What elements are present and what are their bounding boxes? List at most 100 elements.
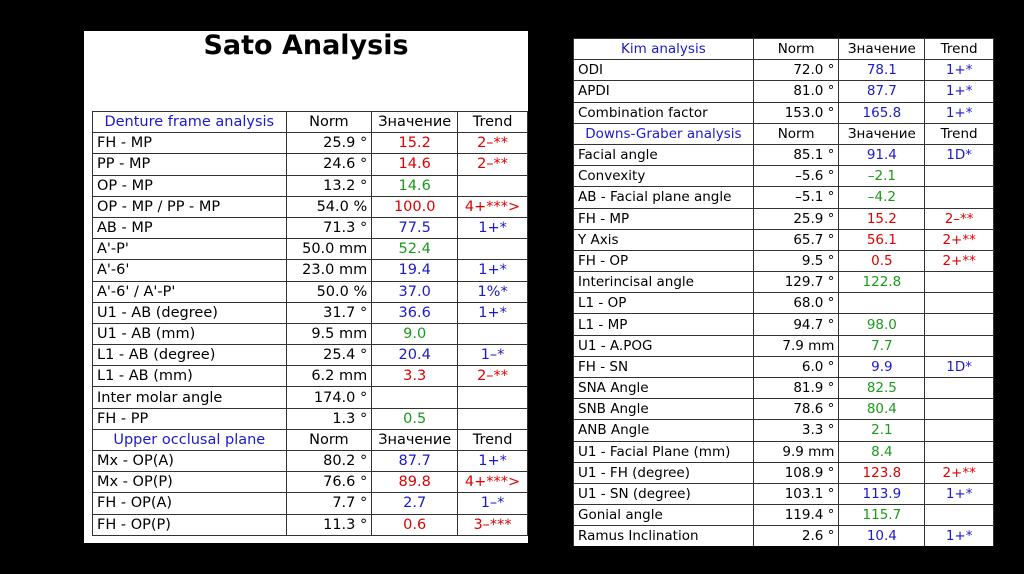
norm-value: 24.6 ° xyxy=(285,153,373,176)
measured-value: 56.1 xyxy=(838,228,926,251)
trend-header: Trend xyxy=(924,38,994,61)
norm-header: Norm xyxy=(285,428,373,452)
trend-value xyxy=(924,292,994,315)
norm-value: 23.0 mm xyxy=(285,259,373,282)
table-row: Y Axis 65.7 ° 56.1 2+** xyxy=(573,228,994,251)
trend-value: 4+***> xyxy=(457,471,528,494)
measured-value: 165.8 xyxy=(838,101,926,124)
norm-value: –5.1 ° xyxy=(752,186,840,209)
parameter-name: U1 - A.POG xyxy=(573,334,754,357)
parameter-name: L1 - AB (mm) xyxy=(92,365,287,388)
measured-value: 80.4 xyxy=(838,398,926,421)
measured-value: 115.7 xyxy=(838,504,926,527)
table-row: U1 - SN (degree) 103.1 ° 113.9 1+* xyxy=(573,482,994,506)
trend-value: 1%* xyxy=(457,280,528,303)
measured-value: 78.1 xyxy=(838,59,926,82)
norm-value: 174.0 ° xyxy=(285,386,373,409)
norm-value: 3.3 ° xyxy=(752,419,840,442)
measured-value: 19.4 xyxy=(371,259,459,282)
measured-value: 9.0 xyxy=(371,322,459,346)
norm-value: 72.0 ° xyxy=(752,59,840,82)
table-row: FH - OP(A) 7.7 ° 2.7 1–* xyxy=(92,492,528,515)
norm-value: 78.6 ° xyxy=(752,398,840,421)
parameter-name: FH - MP xyxy=(92,132,287,155)
table-row: FH - OP 9.5 ° 0.5 2+** xyxy=(573,249,994,273)
measured-value: 91.4 xyxy=(838,143,926,167)
value-header: Значение xyxy=(838,38,926,61)
table-row: U1 - Facial Plane (mm) 9.9 mm 8.4 xyxy=(573,440,994,463)
parameter-name: FH - OP(A) xyxy=(92,492,287,515)
trend-value xyxy=(457,407,528,430)
trend-value: 1+* xyxy=(924,59,994,82)
parameter-name: Combination factor xyxy=(573,101,754,124)
table-row: A'-6' 23.0 mm 19.4 1+* xyxy=(92,259,528,282)
norm-value: 9.9 mm xyxy=(752,440,840,463)
measured-value: 87.7 xyxy=(371,449,459,473)
parameter-name: FH - SN xyxy=(573,355,754,379)
trend-value: 2+** xyxy=(924,461,994,484)
trend-value: 1+* xyxy=(924,80,994,103)
parameter-name: FH - OP(P) xyxy=(92,513,287,536)
trend-value xyxy=(924,440,994,463)
trend-header: Trend xyxy=(457,110,528,134)
section-header-row: Upper occlusal plane Norm Значение Trend xyxy=(92,428,528,452)
parameter-name: ANB Angle xyxy=(573,419,754,442)
measured-value: 2.1 xyxy=(838,419,926,442)
measured-value: 52.4 xyxy=(371,238,459,261)
table-row: Ramus Inclination 2.6 ° 10.4 1+* xyxy=(573,525,994,546)
parameter-name: Ramus Inclination xyxy=(573,525,754,546)
table-row: Facial angle 85.1 ° 91.4 1D* xyxy=(573,143,994,167)
norm-value: 50.0 % xyxy=(285,280,373,303)
measured-value: 0.5 xyxy=(371,407,459,430)
sato-table: Denture frame analysis Norm Значение Trend F… xyxy=(92,110,528,536)
parameter-name: PP - MP xyxy=(92,153,287,176)
table-row: Combination factor 153.0 ° 165.8 1+* xyxy=(573,101,994,124)
parameter-name: Convexity xyxy=(573,165,754,188)
kim-downs-panel: Kim analysis Norm Значение Trend ODI 72.0 ° 78… xyxy=(573,38,994,546)
measured-value: 113.9 xyxy=(838,482,926,506)
trend-header: Trend xyxy=(924,122,994,145)
trend-value: 2–** xyxy=(457,153,528,176)
parameter-name: U1 - SN (degree) xyxy=(573,482,754,506)
measured-value xyxy=(371,386,459,409)
measured-value: 9.9 xyxy=(838,355,926,379)
measured-value: 3.3 xyxy=(371,365,459,388)
norm-value: 81.9 ° xyxy=(752,376,840,400)
parameter-name: AB - Facial plane angle xyxy=(573,186,754,209)
parameter-name: Interincisal angle xyxy=(573,271,754,294)
parameter-name: FH - PP xyxy=(92,407,287,430)
trend-value xyxy=(924,313,994,336)
value-header: Значение xyxy=(371,110,459,134)
trend-value xyxy=(457,238,528,261)
trend-value: 3–*** xyxy=(457,513,528,536)
norm-value: 85.1 ° xyxy=(752,143,840,167)
trend-value: 2+** xyxy=(924,249,994,273)
norm-value: 2.6 ° xyxy=(752,525,840,546)
parameter-name: U1 - AB (degree) xyxy=(92,301,287,324)
norm-value: 9.5 mm xyxy=(285,322,373,346)
parameter-name: AB - MP xyxy=(92,216,287,240)
norm-value: 31.7 ° xyxy=(285,301,373,324)
kim-downs-table: Kim analysis Norm Значение Trend ODI 72.0 ° 78… xyxy=(573,38,994,546)
parameter-name: Facial angle xyxy=(573,143,754,167)
norm-value: 103.1 ° xyxy=(752,482,840,506)
norm-value: 13.2 ° xyxy=(285,174,373,197)
measured-value: 0.6 xyxy=(371,513,459,536)
norm-value: 6.2 mm xyxy=(285,365,373,388)
measured-value: –4.2 xyxy=(838,186,926,209)
page-title: Sato Analysis xyxy=(203,31,409,61)
norm-value: 25.4 ° xyxy=(285,344,373,367)
parameter-name: Mx - OP(A) xyxy=(92,449,287,473)
section-header-row: Denture frame analysis Norm Значение Trend xyxy=(92,110,528,134)
section-title: Downs-Graber analysis xyxy=(573,122,754,145)
trend-value xyxy=(924,504,994,527)
table-row: ANB Angle 3.3 ° 2.1 xyxy=(573,419,994,442)
table-row: U1 - FH (degree) 108.9 ° 123.8 2+** xyxy=(573,461,994,484)
section-header-row: Downs-Graber analysis Norm Значение Trend xyxy=(573,122,994,145)
parameter-name: APDI xyxy=(573,80,754,103)
parameter-name: FH - MP xyxy=(573,207,754,230)
table-row: FH - OP(P) 11.3 ° 0.6 3–*** xyxy=(92,513,528,536)
measured-value: 8.4 xyxy=(838,440,926,463)
trend-value: 4+***> xyxy=(457,195,528,218)
section-header-row: Kim analysis Norm Значение Trend xyxy=(573,38,994,61)
